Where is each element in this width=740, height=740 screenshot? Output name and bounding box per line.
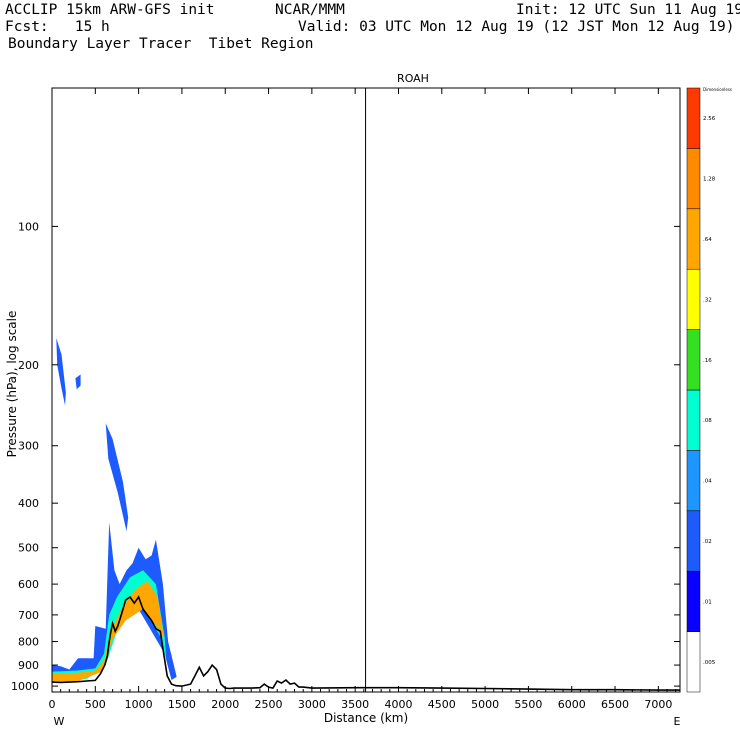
colorbar-swatch-3	[686, 510, 701, 572]
colorbar-swatch-4	[686, 450, 701, 512]
east-label: E	[674, 715, 681, 728]
x-tick-label-1500: 1500	[168, 698, 196, 711]
header-line1-mid: NCAR/MMM	[275, 2, 345, 18]
colorbar-swatch-9	[686, 148, 701, 210]
plot-frame	[51, 87, 681, 693]
y-tick-label-300: 300	[18, 440, 39, 453]
colorbar-label-9: 1.28	[703, 177, 716, 183]
x-tick-label-500: 500	[85, 698, 106, 711]
colorbar-swatch-8	[686, 208, 701, 270]
x-tick-label-7000: 7000	[644, 698, 672, 711]
tracer-blob-4	[52, 522, 177, 681]
x-tick-label-5000: 5000	[471, 698, 499, 711]
colorbar-swatch-10	[686, 87, 701, 149]
x-tick-label-3500: 3500	[341, 698, 369, 711]
tracer-blob-3	[105, 423, 129, 532]
west-label: W	[54, 715, 65, 728]
colorbar-swatch-7	[686, 268, 701, 330]
x-axis-title: Distance (km)	[324, 711, 408, 725]
y-tick-label-800: 800	[18, 636, 39, 649]
x-tick-label-2000: 2000	[211, 698, 239, 711]
y-axis-title: Pressure (hPa), log scale	[5, 311, 19, 458]
y-tick-label-100: 100	[18, 220, 39, 233]
x-tick-label-1000: 1000	[125, 698, 153, 711]
colorbar-swatch-1	[686, 631, 701, 693]
tracer-blob-6	[52, 580, 165, 683]
y-tick-label-700: 700	[18, 609, 39, 622]
colorbar-label-4: .04	[703, 479, 712, 485]
y-tick-label-400: 400	[18, 497, 39, 510]
tracer-blob-1	[56, 338, 66, 406]
colorbar-label-6: .16	[703, 358, 712, 364]
header-line1-left: ACCLIP 15km ARW-GFS init	[5, 2, 215, 18]
terrain-line	[51, 595, 680, 691]
x-tick-label-0: 0	[49, 698, 56, 711]
x-tick-label-2500: 2500	[255, 698, 283, 711]
chart-title: ROAH	[397, 72, 429, 85]
colorbar-swatch-5	[686, 389, 701, 451]
x-tick-label-6000: 6000	[558, 698, 586, 711]
header-line2-left: Fcst: 15 h	[5, 19, 110, 35]
colorbar-label-2: .01	[703, 599, 712, 605]
colorbar-label-7: .32	[703, 297, 712, 303]
x-tick-label-5500: 5500	[514, 698, 542, 711]
header-line1-right: Init: 12 UTC Sun 11 Aug 19	[516, 2, 740, 18]
x-tick-label-6500: 6500	[601, 698, 629, 711]
y-tick-label-600: 600	[18, 578, 39, 591]
colorbar-swatch-6	[686, 329, 701, 391]
colorbar-label-8: .64	[703, 237, 712, 243]
colorbar-label-10: 2.56	[703, 116, 716, 122]
colorbar-swatch-2	[686, 570, 701, 632]
colorbar-label-3: .02	[703, 539, 712, 545]
x-tick-label-3000: 3000	[298, 698, 326, 711]
header-line2-right: Valid: 03 UTC Mon 12 Aug 19 (12 JST Mon …	[298, 19, 735, 35]
x-tick-label-4500: 4500	[428, 698, 456, 711]
y-tick-label-900: 900	[18, 659, 39, 672]
y-tick-label-1000: 1000	[11, 680, 39, 693]
colorbar-label-1: .005	[703, 660, 716, 666]
colorbar-title: Dimensionless	[703, 87, 732, 92]
y-tick-label-500: 500	[18, 542, 39, 555]
y-tick-label-200: 200	[18, 359, 39, 372]
header-line3: Boundary Layer Tracer Tibet Region	[8, 36, 314, 52]
tracer-blob-2	[75, 374, 81, 390]
colorbar-label-5: .08	[703, 418, 712, 424]
x-tick-label-4000: 4000	[384, 698, 412, 711]
